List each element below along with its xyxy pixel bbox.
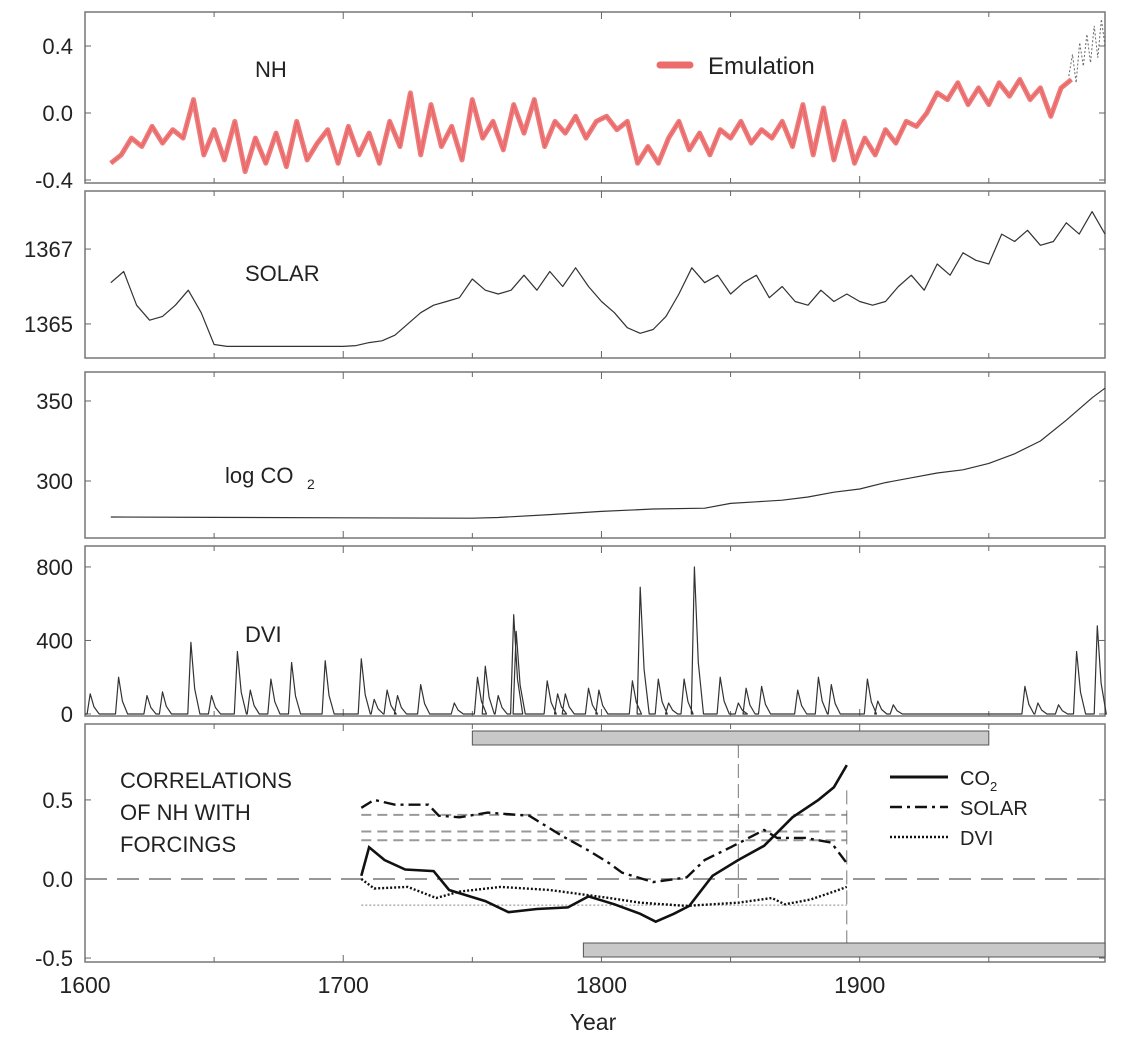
series-solar (110, 211, 1106, 347)
panel-title-line: CORRELATIONS (120, 768, 292, 793)
legend-label: SOLAR (960, 798, 1028, 820)
series-dvi (85, 566, 1107, 715)
y-tick-label: 1365 (24, 312, 73, 337)
panel-label: NH (255, 57, 287, 82)
x-tick-label: 1700 (318, 972, 369, 998)
panel-solar: 1367 1365 SOLAR (24, 190, 1106, 359)
panel-frame (84, 723, 1106, 963)
panel-label: SOLAR (245, 261, 320, 286)
y-tick-label: 800 (36, 555, 73, 580)
y-tick-label: -0.4 (35, 168, 73, 193)
series-log-co2 (110, 387, 1106, 519)
legend-label-subscript: 2 (990, 779, 997, 794)
panel-frame (84, 371, 1106, 539)
panel-frame (84, 545, 1106, 717)
panel-frame (84, 190, 1106, 359)
panel-title-line: OF NH WITH (120, 800, 251, 825)
series-dvi (360, 878, 848, 908)
panel-nh: 0.4 0.0 -0.4 NH Emulation (35, 11, 1106, 193)
series-solar (360, 798, 848, 884)
legend-label: DVI (960, 828, 993, 850)
y-tick-label: 0 (61, 702, 73, 727)
y-tick-label: 300 (36, 469, 73, 494)
series-emulation (109, 77, 1073, 175)
panel-label-subscript: 2 (307, 476, 315, 492)
series-instrumental (1068, 19, 1106, 83)
y-tick-label: 0.4 (42, 34, 73, 59)
y-tick-label: 1367 (24, 237, 73, 262)
calibration-period-bar (471, 730, 990, 746)
x-tick-label: 1900 (834, 972, 885, 998)
x-tick-label: 1800 (576, 972, 627, 998)
legend-label: CO (960, 768, 990, 790)
y-tick-label: 400 (36, 628, 73, 653)
legend-label: Emulation (708, 53, 815, 80)
y-tick-label: 0.0 (42, 101, 73, 126)
panel-co2: 350 300 log CO 2 (36, 371, 1106, 539)
panel-dvi: 800 400 0 DVI (36, 545, 1107, 727)
y-tick-label: 0.0 (42, 867, 73, 892)
calibration-period-bar (582, 942, 1106, 958)
y-tick-label: 0.5 (42, 788, 73, 813)
panel-correlations: 0.5 0.0 -0.5 CORRELATIONS OF NH WITH FORCINGS… (35, 723, 1106, 971)
panel-label: DVI (245, 622, 282, 647)
y-tick-label: -0.5 (35, 946, 73, 971)
x-tick-label: 1600 (59, 972, 110, 998)
panel-title-line: FORCINGS (120, 832, 236, 857)
panel-frame (84, 11, 1106, 184)
panel-label: log CO (225, 463, 293, 488)
y-tick-label: 350 (36, 389, 73, 414)
x-axis-label: Year (570, 1009, 617, 1035)
